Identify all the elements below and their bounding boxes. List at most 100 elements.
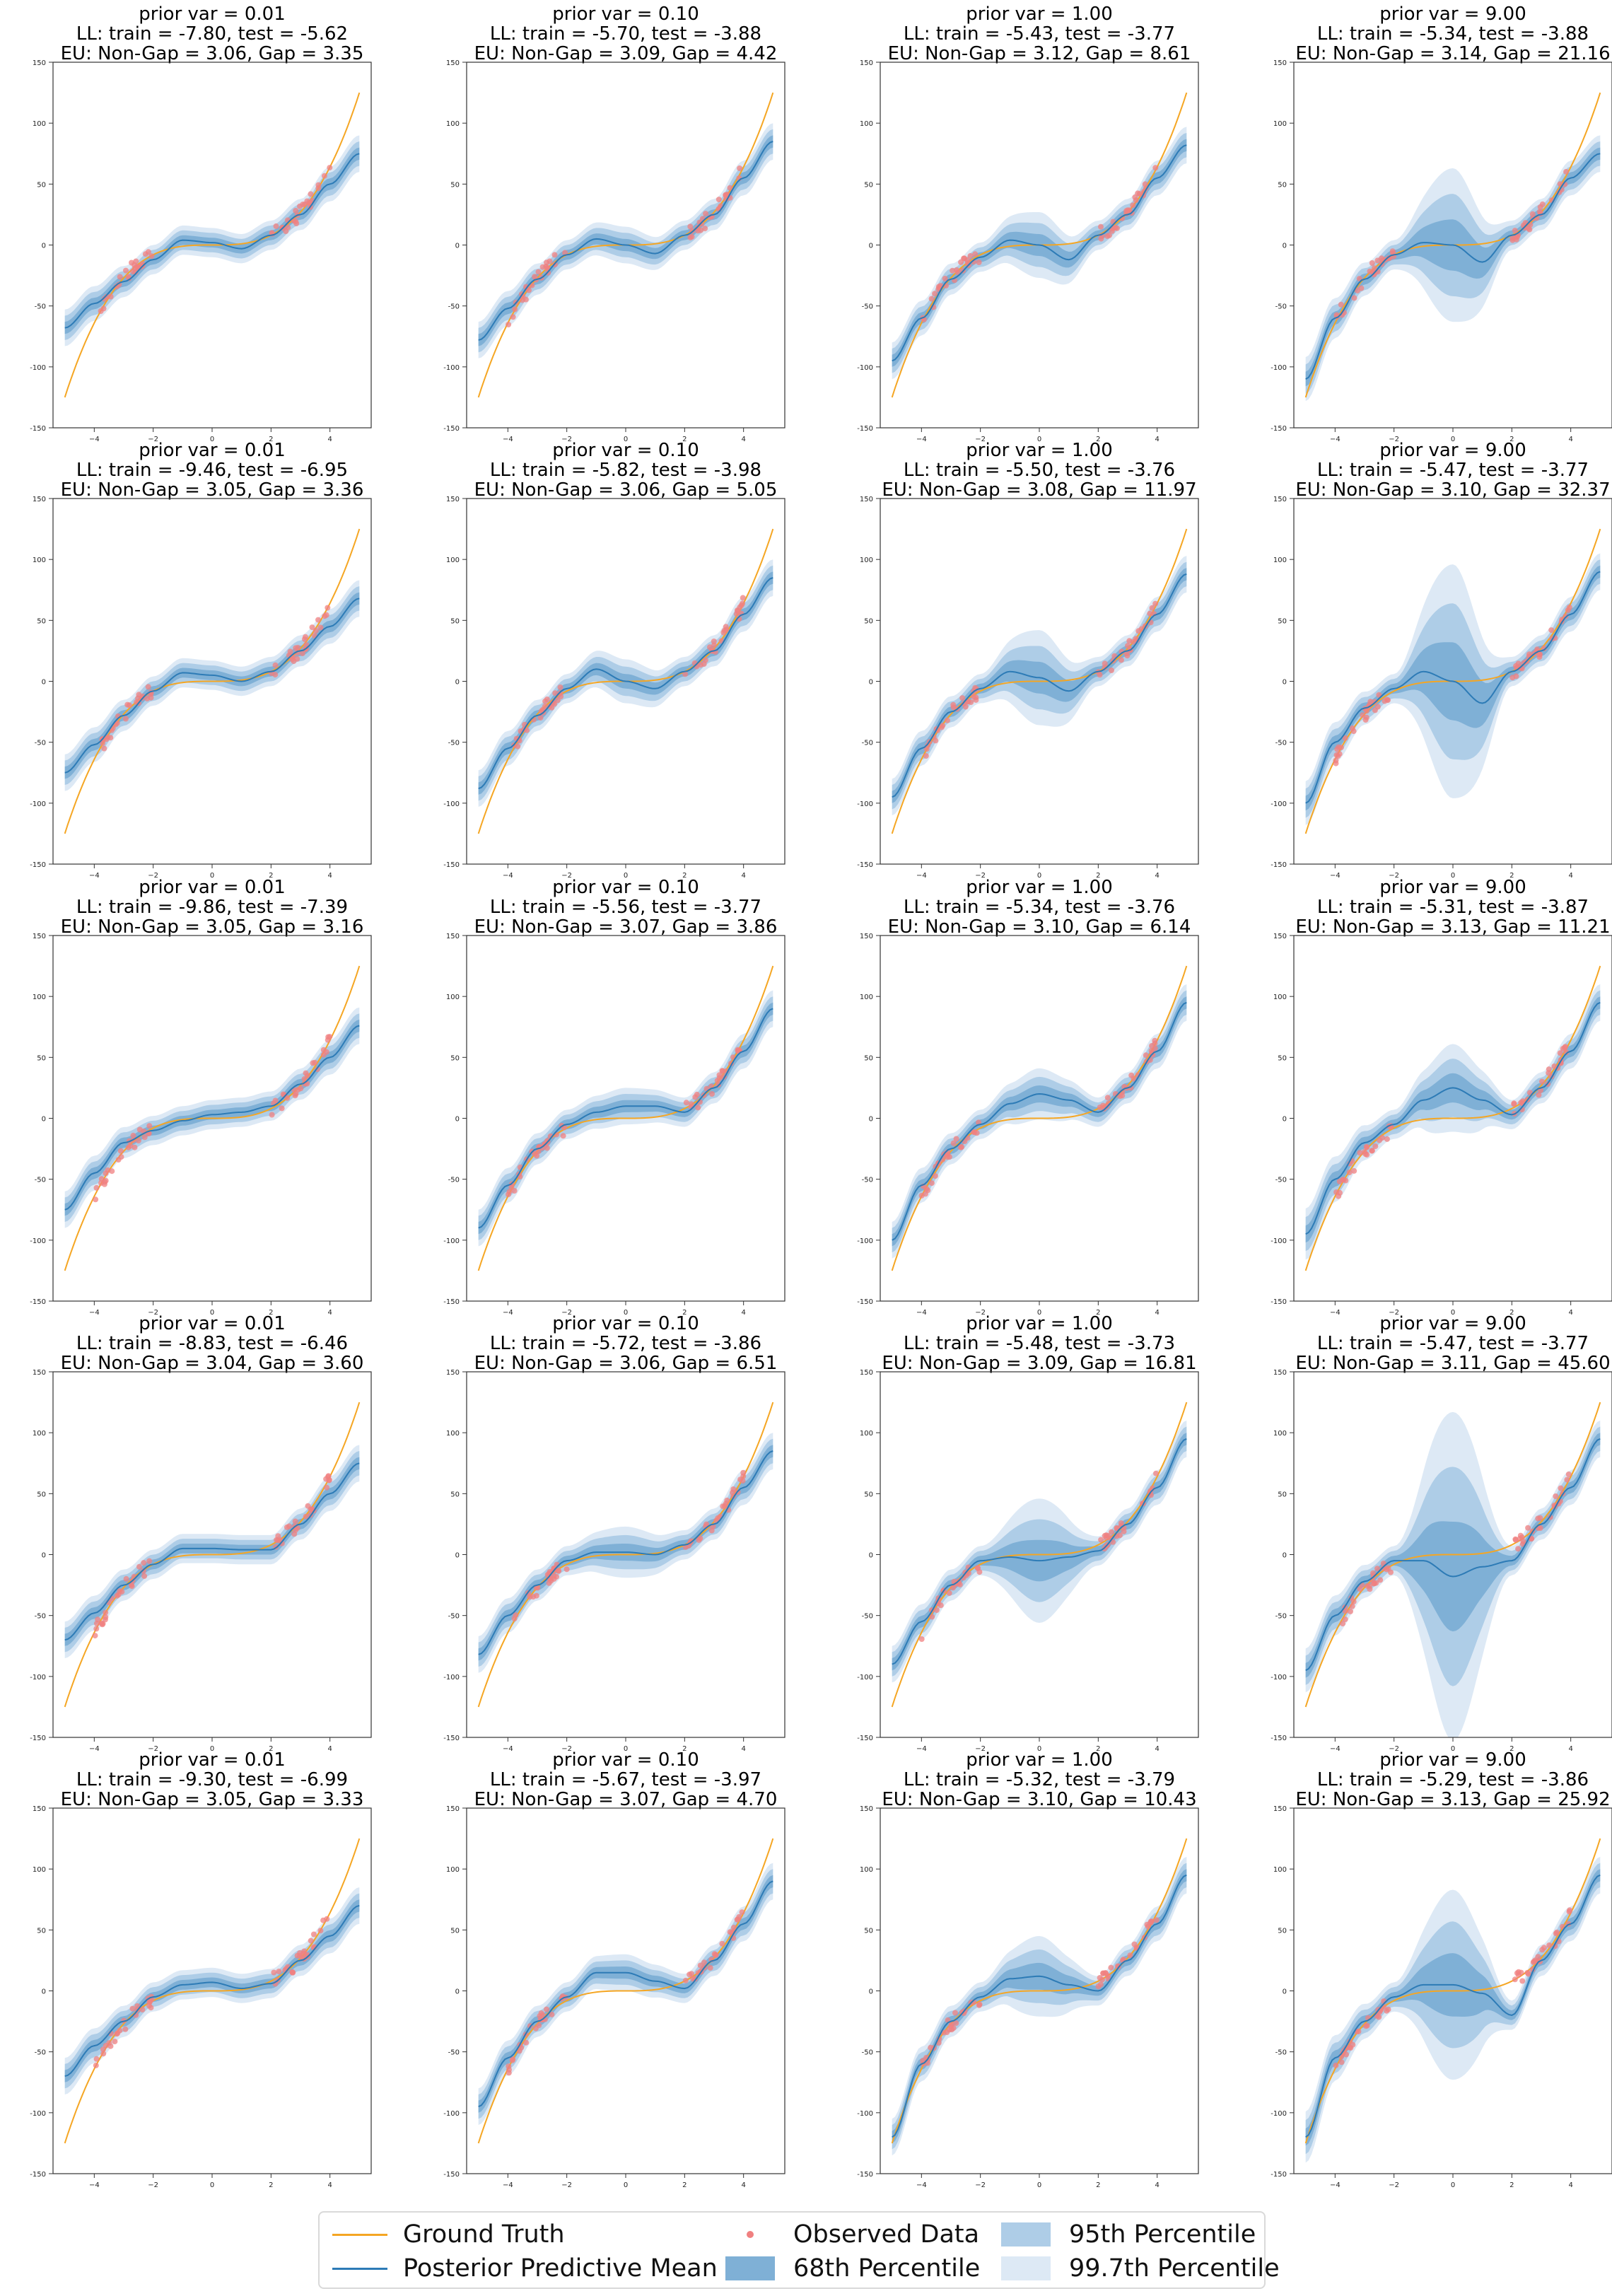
y-tick-label: 100: [446, 556, 460, 564]
y-tick-label: 0: [869, 1116, 873, 1124]
y-tick-label: 50: [450, 181, 460, 189]
x-tick-label: 2: [1096, 436, 1100, 443]
observed-point: [132, 265, 138, 272]
observed-point: [292, 1092, 298, 1099]
observed-point: [293, 208, 299, 214]
subplot-title-line: EU: Non-Gap = 3.13, Gap = 11.21: [1295, 916, 1610, 938]
band-68: [1305, 147, 1601, 387]
legend-p95: 95th Percentile: [998, 2218, 1256, 2251]
y-tick-label: 0: [42, 1988, 46, 1996]
observed-point: [961, 701, 967, 707]
observed-point: [127, 1143, 134, 1149]
observed-point: [1536, 209, 1543, 215]
subplot-title-line: prior var = 0.10: [552, 1749, 699, 1771]
subplot-title-line: EU: Non-Gap = 3.12, Gap = 8.61: [888, 43, 1191, 64]
subplot-title-line: EU: Non-Gap = 3.07, Gap = 3.86: [474, 916, 778, 938]
observed-point: [509, 2057, 515, 2063]
observed-point: [519, 297, 525, 303]
y-tick-label: 150: [446, 496, 460, 503]
observed-point: [141, 1573, 148, 1579]
subplot-title-line: LL: train = -5.50, test = -3.76: [904, 460, 1175, 481]
observed-point: [141, 1560, 147, 1566]
observed-point: [723, 624, 729, 630]
observed-point: [740, 1478, 746, 1484]
observed-point: [327, 165, 333, 171]
subplot-title-line: LL: train = -5.29, test = -3.86: [1317, 1769, 1589, 1790]
observed-point: [103, 1614, 109, 1621]
subplot-title-line: LL: train = -5.72, test = -3.86: [490, 1333, 761, 1354]
x-tick-label: 2: [1096, 872, 1100, 880]
observed-point: [950, 701, 957, 708]
observed-point: [506, 2070, 512, 2076]
observed-point: [1518, 1100, 1524, 1106]
legend-label-observed: Observed Data: [793, 2220, 980, 2249]
observed-point: [692, 1094, 699, 1100]
subplot-title-line: EU: Non-Gap = 3.05, Gap = 3.16: [61, 916, 364, 938]
legend-label-p95: 95th Percentile: [1069, 2220, 1256, 2249]
observed-point: [707, 1964, 713, 1971]
observed-point: [976, 260, 982, 265]
x-tick-label: 0: [210, 872, 214, 880]
y-tick-label: -150: [857, 425, 873, 433]
subplot-title-line: prior var = 0.01: [139, 440, 286, 461]
observed-point: [1536, 654, 1543, 660]
plot-area: [64, 92, 361, 398]
observed-point: [716, 1072, 723, 1078]
legend-p68: 68th Percentile: [723, 2252, 980, 2285]
observed-point: [512, 306, 518, 313]
observed-point: [695, 1105, 701, 1111]
y-tick-label: 150: [446, 933, 460, 940]
observed-point: [1130, 639, 1136, 645]
observed-point: [1539, 201, 1546, 207]
x-tick-label: 0: [624, 2181, 628, 2189]
observed-point: [315, 182, 322, 188]
mean-line: [892, 1438, 1187, 1665]
observed-point: [322, 613, 328, 619]
observed-point: [549, 2011, 555, 2017]
observed-point: [148, 253, 155, 260]
subplot-title-line: LL: train = -5.82, test = -3.98: [490, 460, 761, 481]
observed-point: [308, 191, 314, 197]
observed-point: [1546, 1942, 1553, 1948]
legend: Ground Truth Posterior Predictive Mean O…: [318, 2211, 1280, 2289]
plot-area: [891, 1838, 1188, 2156]
observed-point: [506, 322, 512, 327]
x-tick-label: −2: [1389, 436, 1399, 443]
observed-point: [1379, 255, 1384, 262]
observed-point: [1333, 2062, 1339, 2068]
observed-point: [145, 684, 151, 690]
observed-point: [683, 1100, 689, 1106]
subplot-title-line: EU: Non-Gap = 3.07, Gap = 4.70: [474, 1789, 778, 1810]
y-tick-label: 50: [864, 181, 873, 189]
observed-point: [925, 742, 931, 749]
y-tick-label: 0: [1283, 1552, 1287, 1560]
x-tick-label: 2: [682, 872, 687, 880]
mean-line: [892, 573, 1187, 798]
x-tick-label: 2: [1509, 436, 1514, 443]
legend-label-mean: Posterior Predictive Mean: [403, 2254, 718, 2283]
y-tick-label: -50: [448, 1177, 460, 1184]
x-tick-label: 0: [1037, 2181, 1041, 2189]
y-tick-label: 100: [860, 993, 873, 1001]
observed-point: [1537, 1515, 1543, 1521]
y-tick-label: -150: [1271, 425, 1287, 433]
observed-point: [513, 1612, 519, 1619]
x-tick-label: 4: [741, 872, 745, 880]
observed-point: [928, 296, 935, 302]
ground-truth-line: [64, 965, 361, 1271]
y-tick-label: -150: [30, 425, 46, 433]
observed-point: [1131, 1941, 1138, 1947]
y-tick-label: 100: [1273, 993, 1287, 1001]
y-tick-label: -100: [30, 800, 46, 808]
observed-point: [286, 1523, 292, 1529]
subplot-title-line: prior var = 9.00: [1379, 440, 1526, 461]
ground-truth-line: [477, 1838, 774, 2144]
y-tick-label: -100: [443, 1237, 460, 1245]
plot-area: [1304, 528, 1601, 834]
observed-point: [139, 2007, 146, 2012]
observed-point: [727, 185, 733, 191]
